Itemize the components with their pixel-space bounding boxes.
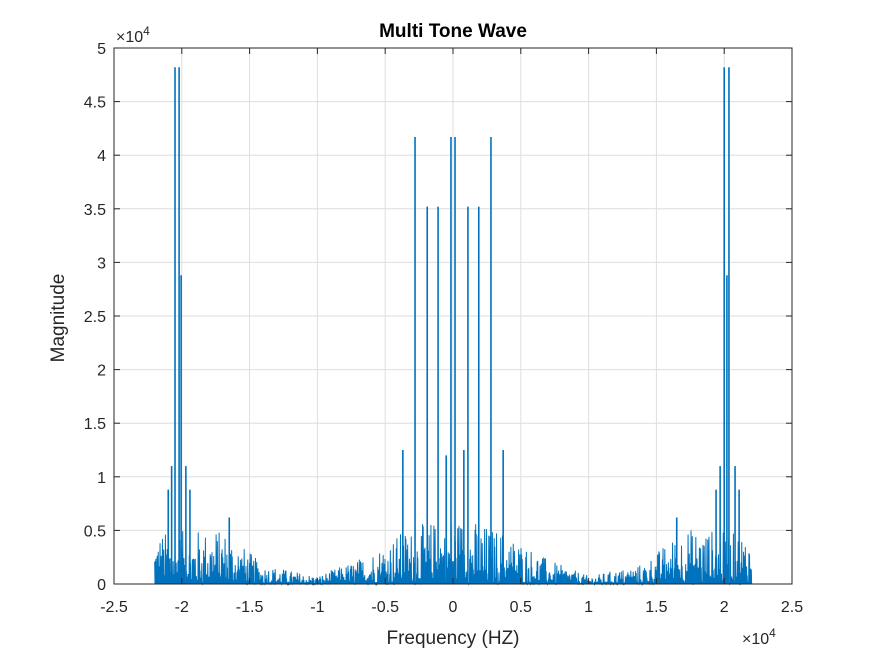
x-tick-label: 2.5 bbox=[781, 599, 803, 616]
x-multiplier-base: ×10 bbox=[742, 631, 769, 648]
y-tick-label: 4.5 bbox=[84, 95, 106, 112]
y-tick-label: 5 bbox=[97, 41, 106, 58]
x-axis-multiplier: ×104 bbox=[742, 626, 776, 648]
y-tick-label: 0 bbox=[97, 577, 106, 594]
x-tick-label: -1.5 bbox=[236, 599, 264, 616]
x-multiplier-exponent: 4 bbox=[769, 626, 776, 640]
y-tick-label: 1.5 bbox=[84, 416, 106, 433]
y-tick-label: 3 bbox=[97, 255, 106, 272]
y-tick-label: 0.5 bbox=[84, 523, 106, 540]
y-axis-ticks: 0 0.5 1 1.5 2 2.5 3 3.5 4 4.5 5 bbox=[84, 41, 792, 594]
x-tick-label: 0.5 bbox=[510, 599, 532, 616]
x-tick-label: -0.5 bbox=[371, 599, 399, 616]
x-tick-label: -2 bbox=[175, 599, 189, 616]
x-axis-label: Frequency (HZ) bbox=[386, 628, 519, 649]
x-tick-label: -1 bbox=[310, 599, 324, 616]
y-axis-multiplier: ×104 bbox=[116, 24, 150, 46]
y-axis-label: Magnitude bbox=[48, 274, 69, 363]
y-tick-label: 2.5 bbox=[84, 309, 106, 326]
y-tick-label: 1 bbox=[97, 470, 106, 487]
y-multiplier-base: ×10 bbox=[116, 29, 143, 46]
spectrum-series bbox=[154, 67, 753, 586]
y-tick-label: 4 bbox=[97, 148, 106, 165]
y-multiplier-exponent: 4 bbox=[143, 24, 150, 38]
x-axis-ticks: -2.5 -2 -1.5 -1 -0.5 0 0.5 1 1.5 2 2.5 bbox=[100, 48, 803, 616]
spectrum-noise-line bbox=[154, 524, 753, 586]
x-tick-label: 1.5 bbox=[645, 599, 667, 616]
x-tick-label: 0 bbox=[449, 599, 458, 616]
x-tick-label: -2.5 bbox=[100, 599, 128, 616]
chart-title: Multi Tone Wave bbox=[379, 21, 527, 42]
x-tick-label: 2 bbox=[720, 599, 729, 616]
y-tick-label: 3.5 bbox=[84, 202, 106, 219]
y-tick-label: 2 bbox=[97, 363, 106, 380]
x-tick-label: 1 bbox=[584, 599, 593, 616]
